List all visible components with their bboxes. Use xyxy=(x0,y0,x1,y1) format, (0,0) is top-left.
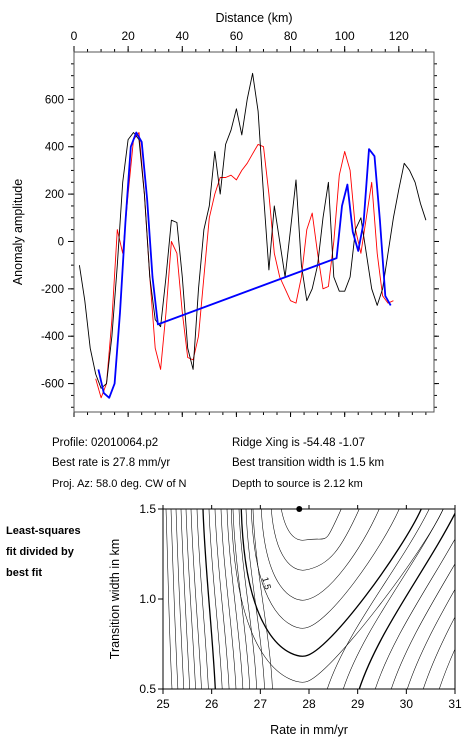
best-rate-info: Best rate is 27.8 mm/yr xyxy=(52,457,171,469)
x-axis-title-bottom: Rate in mm/yr xyxy=(270,723,348,737)
contour-left-3 xyxy=(180,509,190,689)
contour-label: 1.5 xyxy=(260,576,273,591)
contour-left-4 xyxy=(185,509,196,689)
side-note: Least-squares fit divided by best fit xyxy=(6,521,81,584)
contour-left-15 xyxy=(252,509,273,689)
side-note-line-2: fit divided by xyxy=(6,546,74,558)
contour-x-tick-label-2: 27 xyxy=(254,697,268,711)
y-tick-label-2: 200 xyxy=(45,189,64,201)
contour-ticks: 25 26 27 28 29 30 31 1.5 1.0 0.5 xyxy=(139,502,462,711)
contour-u-0 xyxy=(280,509,342,541)
contour-y-tick-label-1: 1.0 xyxy=(139,592,156,606)
contour-chart: 1.5 25 26 27 28 29 30 31 1.5 1.0 0.5 Rate in mm/y… xyxy=(108,502,467,737)
profile-plot-frame xyxy=(73,51,435,413)
x-tick-label-top-1: 20 xyxy=(121,29,135,43)
x-tick-label-top-0: 0 xyxy=(71,29,78,43)
x-tick-label-top-6: 120 xyxy=(389,29,409,43)
side-note-line-1: Least-squares xyxy=(6,525,81,537)
contour-u-1 xyxy=(270,509,360,571)
contour-u-2 xyxy=(260,509,380,601)
profile-series-line-1 xyxy=(97,131,392,399)
y-tick-label-6: -600 xyxy=(41,379,64,391)
y-axis-title-bottom: Transition width in km xyxy=(108,539,122,659)
contour-right-7 xyxy=(439,648,455,689)
contour-lines xyxy=(165,509,467,689)
contour-left-1 xyxy=(170,509,179,689)
contour-left-6 xyxy=(196,509,209,689)
x-tick-label-top-2: 40 xyxy=(176,29,190,43)
profile-series-line-2 xyxy=(95,132,394,399)
contour-plot-frame xyxy=(162,508,456,690)
contour-right-5 xyxy=(407,588,455,689)
side-note-line-3: best fit xyxy=(6,567,43,579)
contour-left-9 xyxy=(214,509,230,689)
contour-x-tick-label-6: 31 xyxy=(448,697,462,711)
contour-x-tick-label-0: 25 xyxy=(156,697,170,711)
contour-right-3 xyxy=(375,538,455,689)
x-tick-label-top-5: 100 xyxy=(335,29,355,43)
contour-x-tick-label-4: 29 xyxy=(351,697,365,711)
contour-u-3 xyxy=(250,509,400,629)
x-axis-title-top: Distance (km) xyxy=(215,11,292,25)
contour-x-tick-label-5: 30 xyxy=(400,697,414,711)
contour-left-10 xyxy=(220,509,237,689)
projection-info: Proj. Az: 58.0 deg. CW of N xyxy=(52,478,187,490)
contour-right-2 xyxy=(358,511,455,689)
contour-left-5 xyxy=(190,509,202,689)
contour-y-tick-label-2: 0.5 xyxy=(139,682,156,696)
contour-x-tick-label-1: 26 xyxy=(205,697,219,711)
contour-left-2 xyxy=(175,509,185,689)
y-tick-label-3: 0 xyxy=(58,236,64,248)
profile-series xyxy=(78,72,427,399)
depth-info: Depth to source is 2.12 km xyxy=(232,478,363,490)
y-axis-title-top: Anomaly amplitude xyxy=(11,179,25,285)
x-tick-label-top-3: 60 xyxy=(230,29,244,43)
y-tick-label-1: 400 xyxy=(45,142,64,154)
y-tick-label-4: -200 xyxy=(41,284,64,296)
contour-right-1 xyxy=(343,509,444,689)
profile-info: Profile: 02010064.p2 xyxy=(52,437,159,449)
contour-left-11 xyxy=(226,509,244,689)
profile-chart: Distance (km) Anomaly amplitude 0 20 40 60 8… xyxy=(11,11,439,417)
best-width-info: Best transition width is 1.5 km xyxy=(232,457,385,469)
y-tick-label-5: -400 xyxy=(41,331,64,343)
contour-u-5 xyxy=(230,509,444,683)
contour-right-8 xyxy=(455,509,467,689)
contour-right-6 xyxy=(423,616,455,689)
contour-left-0 xyxy=(165,509,173,689)
contour-y-tick-label-0: 1.5 xyxy=(139,502,156,516)
x-tick-label-top-4: 80 xyxy=(284,29,298,43)
contour-right-4 xyxy=(391,563,455,689)
y-tick-label-0: 600 xyxy=(45,94,64,106)
contour-right-0 xyxy=(327,509,430,689)
contour-left-14 xyxy=(245,509,265,689)
contour-left-13 xyxy=(238,509,257,689)
contour-x-tick-label-3: 28 xyxy=(302,697,316,711)
contour-left-8 xyxy=(208,509,223,689)
profile-series-line-0 xyxy=(78,72,427,389)
contour-u-4 xyxy=(240,509,422,657)
ridge-crossing-info: Ridge Xing is -54.48 -1.07 xyxy=(232,437,365,449)
contour-left-7 xyxy=(202,509,216,689)
